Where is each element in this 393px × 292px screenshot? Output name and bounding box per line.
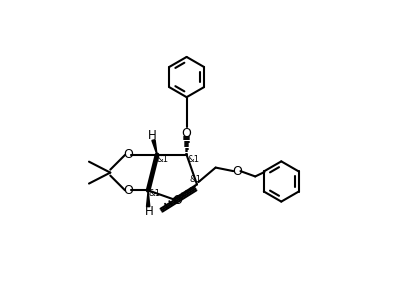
Text: O: O bbox=[232, 165, 242, 178]
Text: &1: &1 bbox=[157, 155, 169, 164]
Polygon shape bbox=[152, 140, 157, 155]
Text: O: O bbox=[172, 194, 182, 207]
Text: O: O bbox=[123, 184, 133, 197]
Text: &1: &1 bbox=[187, 155, 199, 164]
Text: &1: &1 bbox=[148, 189, 160, 198]
Text: O: O bbox=[123, 148, 133, 161]
Text: &1: &1 bbox=[189, 175, 202, 184]
Text: H: H bbox=[144, 205, 153, 218]
Text: H: H bbox=[148, 129, 157, 142]
Polygon shape bbox=[147, 190, 150, 207]
Text: O: O bbox=[182, 127, 191, 140]
